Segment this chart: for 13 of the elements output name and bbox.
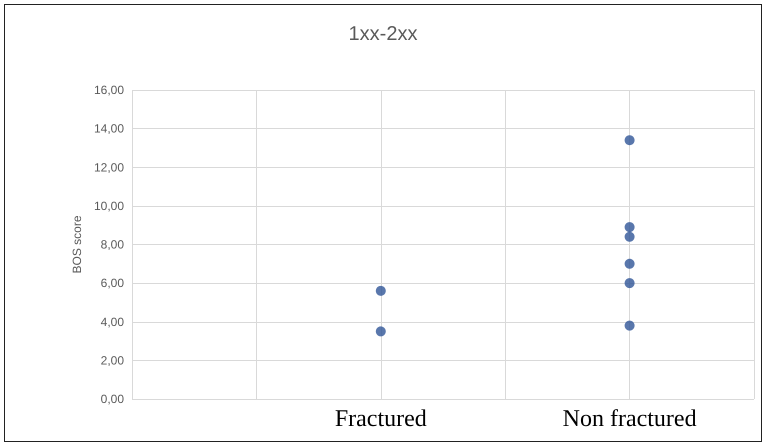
- y-tick-label: 2,00: [100, 353, 124, 368]
- y-tick-label: 12,00: [94, 160, 124, 174]
- y-tick-label: 10,00: [94, 198, 124, 213]
- y-axis-title: BOS score: [70, 215, 84, 274]
- x-tick-label: Non fractured: [562, 406, 697, 432]
- y-tick-label: 0,00: [100, 392, 124, 406]
- y-tick-label: 4,00: [100, 314, 124, 329]
- y-tick-label: 8,00: [100, 238, 124, 252]
- y-tick-label: 6,00: [100, 276, 124, 290]
- y-tick-label: 14,00: [94, 122, 124, 136]
- x-tick-label: Fractured: [334, 406, 427, 432]
- y-tick-label: 16,00: [94, 83, 124, 97]
- chart-title: 1xx-2xx: [348, 23, 418, 45]
